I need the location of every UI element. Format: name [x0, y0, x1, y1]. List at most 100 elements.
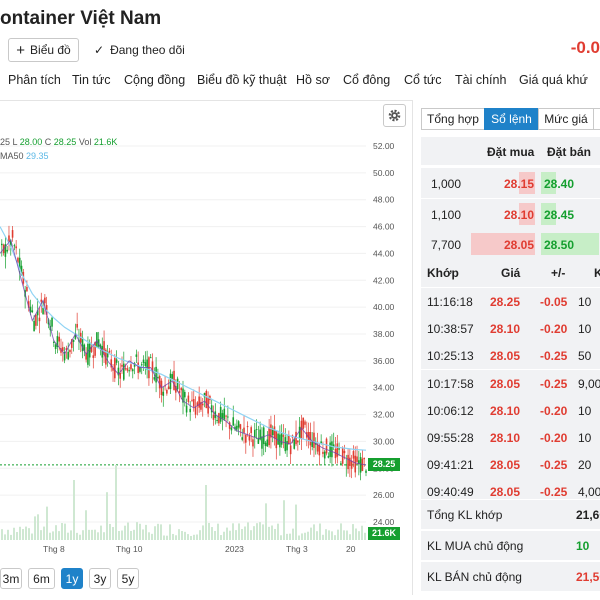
- candle-body: [277, 433, 279, 445]
- candle-body: [40, 299, 43, 302]
- volume-bar: [133, 529, 135, 540]
- candle-body: [191, 399, 193, 401]
- tab-muc-gia[interactable]: Mức giá: [538, 108, 594, 130]
- candle-body: [108, 350, 111, 353]
- price-chart[interactable]: 52.00 50.00 48.00 46.00 44.00 42.00 40.00 38.00…: [0, 100, 412, 560]
- chart-panel[interactable]: [0, 100, 412, 540]
- volume-bar: [193, 534, 195, 540]
- volume-bar: [58, 531, 60, 540]
- summary-row: KL MUA chủ động 10: [421, 530, 600, 560]
- chart-settings-button[interactable]: [383, 104, 406, 127]
- orderbook-row: 7,700 28.05 28.50: [421, 229, 600, 259]
- trade-change: -0.25: [540, 485, 568, 500]
- candle-body: [230, 427, 233, 431]
- tab-so-lenh[interactable]: Sổ lệnh: [484, 108, 539, 130]
- candle-body: [54, 344, 57, 350]
- candle-body: [347, 454, 349, 470]
- volume-bar: [286, 533, 288, 540]
- candle-body: [268, 427, 270, 446]
- candle-body: [1, 243, 3, 246]
- y-tick-label: 46.00: [373, 222, 395, 232]
- nav-item-ho-so[interactable]: Hồ sơ: [296, 73, 330, 87]
- orderbook-row: 1,100 28.10 28.45: [421, 199, 600, 229]
- candle-body: [114, 357, 116, 379]
- right-panel-tabs: Tổng hợp Sổ lệnh Mức giá: [421, 108, 600, 130]
- candle-body: [250, 427, 252, 434]
- trades-change-header: +/-: [551, 266, 566, 280]
- add-chart-button[interactable]: + Biểu đồ: [8, 38, 79, 62]
- ask-price[interactable]: 28.40: [544, 177, 575, 191]
- candle-body: [236, 425, 238, 430]
- candle-body: [151, 361, 154, 373]
- y-tick-label: 42.00: [373, 275, 395, 285]
- nav-item-tai-chinh[interactable]: Tài chính: [455, 73, 507, 87]
- nav-item-bieu-do-ky-thuat[interactable]: Biểu đồ kỹ thuật: [197, 73, 287, 87]
- range-3m-button[interactable]: 3m: [0, 568, 22, 589]
- candle-body: [76, 323, 78, 328]
- candle-body: [9, 240, 12, 248]
- candle-body: [286, 441, 288, 451]
- nav-item-co-dong[interactable]: Cổ đông: [343, 73, 391, 87]
- candle-body: [223, 408, 226, 420]
- volume-bar: [19, 526, 21, 540]
- volume-bar: [337, 529, 339, 540]
- bid-price[interactable]: 28.10: [503, 208, 534, 222]
- x-tick-label: 2023: [225, 544, 244, 554]
- following-toggle[interactable]: ✓ Đang theo dõi: [94, 38, 185, 62]
- nav-item-co-tuc[interactable]: Cổ tức: [404, 73, 442, 87]
- range-5y-button[interactable]: 5y: [117, 568, 139, 589]
- orderbook-header: Đặt mua Đặt bán: [421, 137, 600, 165]
- nav-item-gia-qua-khu[interactable]: Giá quá khứ: [519, 73, 588, 87]
- bid-price[interactable]: 28.05: [503, 238, 534, 252]
- trade-price: 28.05: [490, 376, 521, 391]
- orderbook-qty: 7,700: [431, 238, 462, 252]
- volume-bar: [109, 523, 111, 540]
- volume-bar: [46, 506, 48, 540]
- candle-body: [155, 366, 157, 383]
- candle-body: [63, 351, 66, 361]
- ask-depth-bar: [541, 203, 556, 225]
- candle-body: [167, 386, 170, 390]
- volume-bar: [70, 530, 72, 540]
- volume-bar: [274, 528, 276, 540]
- y-tick-label: 36.00: [373, 356, 395, 366]
- candle-body: [65, 348, 68, 350]
- nav-item-phan-tich[interactable]: Phân tích: [8, 73, 61, 87]
- candle-body: [67, 351, 69, 360]
- range-3y-button[interactable]: 3y: [89, 568, 111, 589]
- candle-body: [31, 310, 34, 312]
- candle-body: [146, 359, 148, 370]
- range-1y-button[interactable]: 1y: [61, 568, 83, 589]
- candle-body: [192, 399, 195, 407]
- volume-bar: [268, 526, 270, 540]
- nav-item-tin-tuc[interactable]: Tin tức: [72, 73, 111, 87]
- series-lines: [0, 226, 367, 466]
- volume-bar: [199, 530, 201, 540]
- trade-time: 09:55:28: [427, 431, 474, 445]
- volume-bar: [154, 526, 156, 540]
- tab-tong-hop[interactable]: Tổng hợp: [421, 108, 485, 130]
- candle-body: [212, 414, 215, 420]
- trade-price: 28.05: [490, 349, 521, 364]
- ask-depth-bar: [541, 172, 556, 194]
- bid-depth-bar: [471, 233, 535, 255]
- volume-bar: [28, 528, 30, 540]
- ask-price[interactable]: 28.50: [544, 238, 575, 252]
- candle-body: [295, 431, 297, 445]
- bid-price[interactable]: 28.15: [503, 177, 534, 191]
- gear-icon: [388, 109, 401, 122]
- tab-overflow[interactable]: [593, 108, 600, 130]
- ask-price[interactable]: 28.45: [544, 208, 575, 222]
- candle-body: [298, 426, 301, 439]
- ma-label: MA50: [0, 151, 24, 161]
- candle-body: [142, 359, 145, 363]
- nav-item-cong-dong[interactable]: Cộng đồng: [124, 73, 186, 87]
- candle-body: [266, 439, 269, 447]
- volume-bar: [283, 500, 285, 540]
- range-6m-button[interactable]: 6m: [28, 568, 55, 589]
- trade-change: -0.05: [540, 295, 568, 309]
- volume-bar: [61, 523, 63, 540]
- trade-volume: 10: [578, 403, 592, 418]
- volume-bar: [238, 523, 240, 540]
- candle-body: [53, 341, 55, 343]
